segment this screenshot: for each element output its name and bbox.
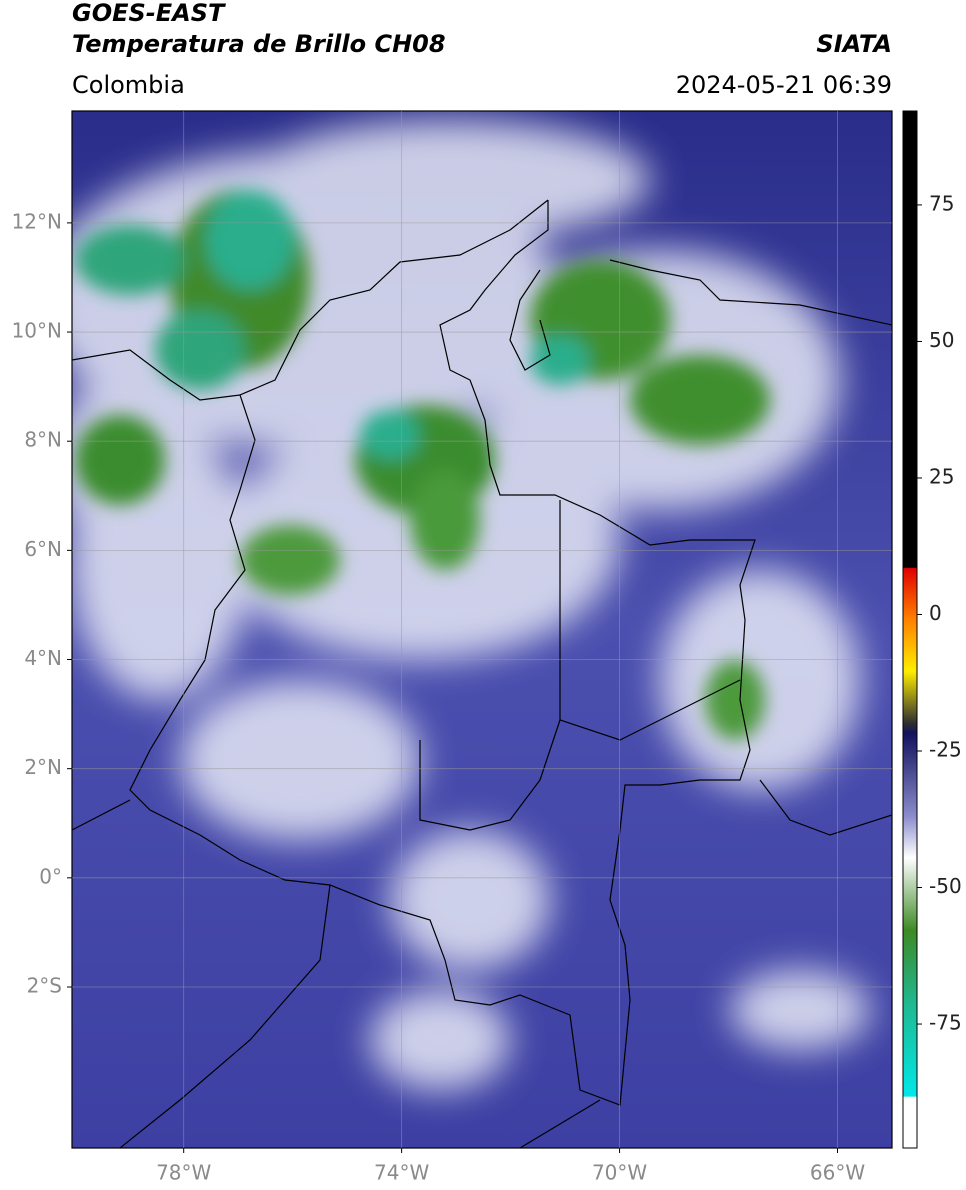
colorbar-tick-label: 0 [929,601,942,625]
y-tick-label: 12°N [12,209,62,233]
colorbar-tick-label: -50 [929,874,962,898]
x-tick-label: 66°W [810,1161,865,1185]
y-tick-label: 6°N [24,537,62,561]
colorbar-tick-label: -25 [929,738,962,762]
satellite-image [72,111,892,1148]
colorbar-tick-label: -75 [929,1011,962,1035]
datetime: 2024-05-21 06:39 [676,71,892,99]
y-tick-label: 2°N [24,755,62,779]
x-tick-label: 70°W [592,1161,647,1185]
colorbar-tick-label: 25 [929,464,954,488]
y-tick-label: 4°N [24,646,62,670]
colorbar-tick-label: 75 [929,191,954,215]
y-tick-label: 8°N [24,428,62,452]
y-tick-label: 10°N [12,319,62,343]
region: Colombia [72,71,185,99]
x-tick-label: 78°W [156,1161,211,1185]
y-tick-label: 0° [39,864,62,888]
colorbar-tick-label: 50 [929,328,954,352]
map-frame [71,110,893,1149]
subtitle: Temperatura de Brillo CH08 [72,30,446,58]
title: GOES-EAST [72,0,226,27]
x-tick-label: 74°W [374,1161,429,1185]
colorbar [902,110,918,1149]
source: SIATA [816,30,892,58]
y-tick-label: 2°S [27,973,62,997]
